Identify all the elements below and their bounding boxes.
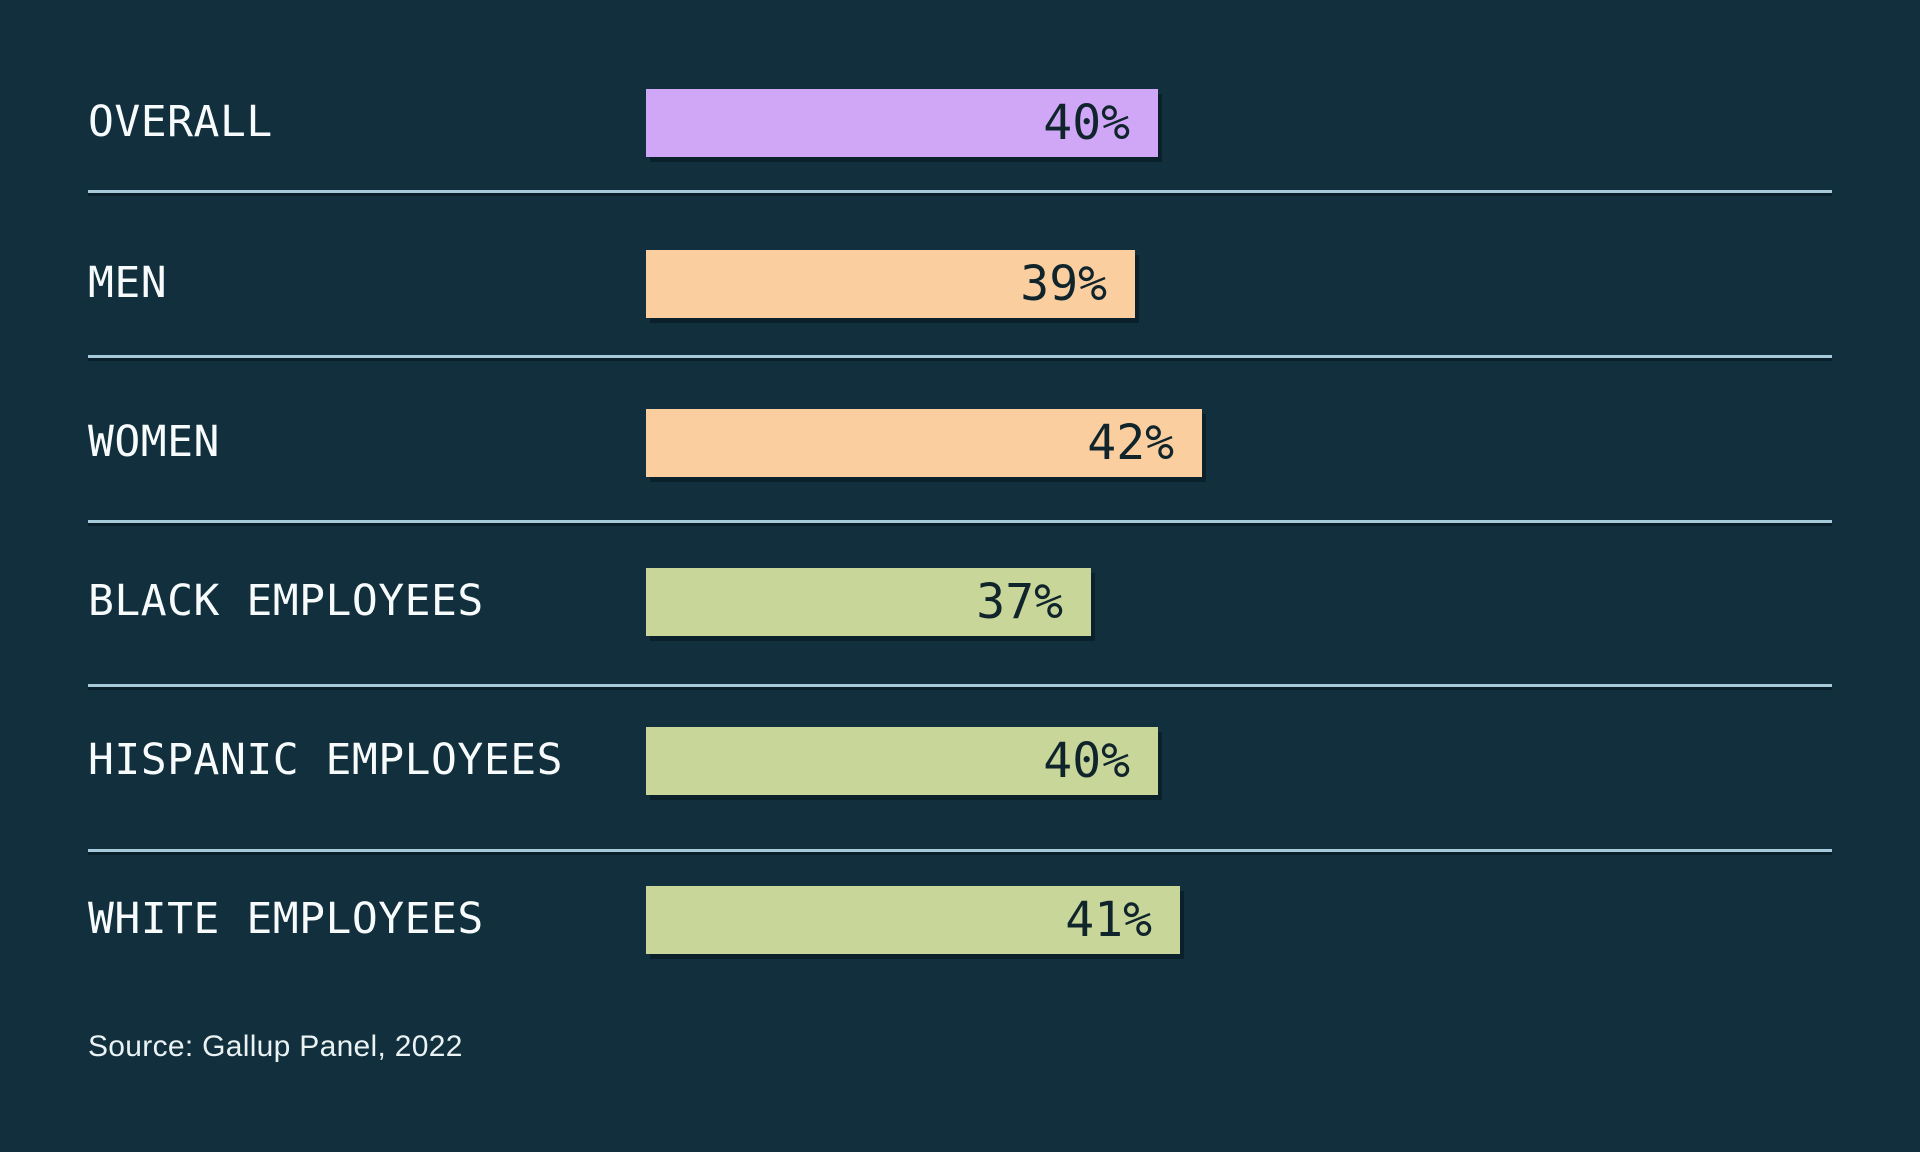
category-label: HISPANIC EMPLOYEES [88,735,563,785]
chart-row: OVERALL 40% [0,89,1920,157]
bar: 41% [646,886,1180,954]
chart-row: HISPANIC EMPLOYEES 40% [0,727,1920,795]
chart-row: BLACK EMPLOYEES 37% [0,568,1920,636]
bar-value-label: 39% [1020,256,1107,312]
category-label: BLACK EMPLOYEES [88,576,484,626]
row-divider [88,849,1832,852]
bar-value-label: 37% [976,574,1063,630]
category-label: WOMEN [88,417,220,467]
row-divider [88,190,1832,193]
source-note: Source: Gallup Panel, 2022 [88,1030,463,1063]
bar-value-label: 40% [1043,95,1130,151]
row-divider [88,355,1832,358]
bar: 40% [646,727,1158,795]
bar-value-label: 40% [1043,733,1130,789]
bar-value-label: 42% [1087,415,1174,471]
bar-value-label: 41% [1065,892,1152,948]
chart-row: WOMEN 42% [0,409,1920,477]
chart-row: MEN 39% [0,250,1920,318]
category-label: MEN [88,258,168,308]
bar: 37% [646,568,1091,636]
chart-row: WHITE EMPLOYEES 41% [0,886,1920,954]
bar: 42% [646,409,1202,477]
category-label: WHITE EMPLOYEES [88,894,484,944]
row-divider [88,520,1832,523]
row-divider [88,684,1832,687]
category-label: OVERALL [88,97,273,147]
bar: 40% [646,89,1158,157]
bar: 39% [646,250,1135,318]
